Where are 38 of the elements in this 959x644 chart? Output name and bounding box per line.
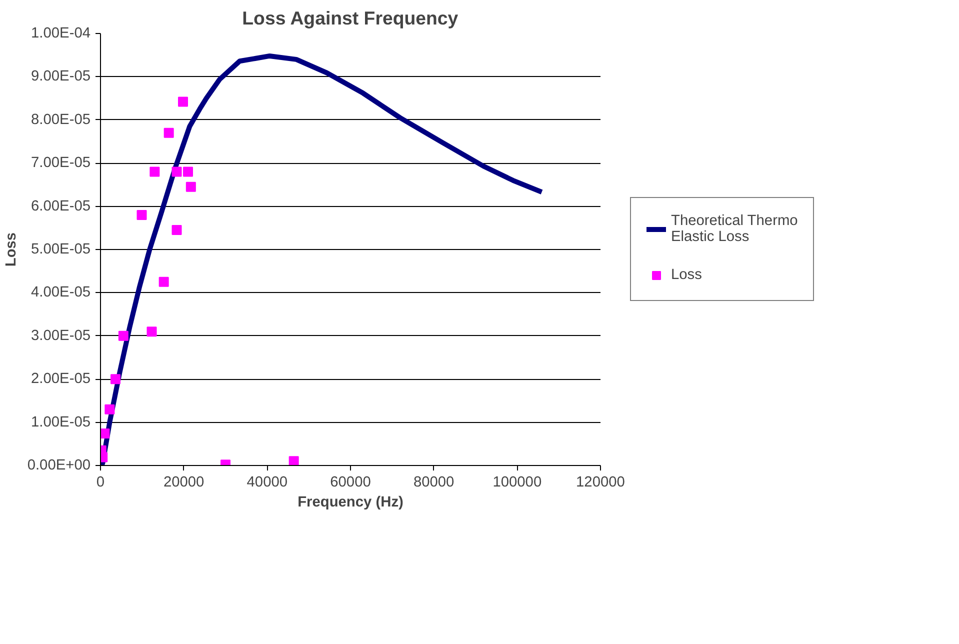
point: [100, 428, 110, 439]
legend-label: Theoretical Thermo Elastic Loss: [671, 213, 798, 245]
y-tick-label: 8.00E-05: [31, 112, 90, 128]
y-tick-label: 4.00E-05: [31, 284, 90, 301]
legend-label: Loss: [671, 267, 702, 283]
point: [158, 276, 169, 287]
x-tick-label: 120000: [576, 474, 625, 490]
point: [110, 374, 120, 384]
point: [150, 166, 160, 177]
x-tick-label: 100000: [492, 474, 542, 490]
x-tick-label: 60000: [330, 474, 371, 490]
point: [164, 128, 174, 138]
y-tick-label: 9.00E-05: [31, 68, 90, 85]
point: [178, 96, 188, 107]
point: [186, 182, 196, 192]
x-axis-title: Frequency (Hz): [298, 494, 404, 510]
point: [118, 330, 128, 341]
x-tick-label: 0: [96, 474, 105, 490]
point: [146, 326, 157, 337]
x-tick-label: 80000: [413, 474, 454, 490]
y-tick-label: 1.00E-04: [31, 26, 90, 42]
x-tick-label: 40000: [246, 474, 288, 490]
point: [172, 166, 182, 177]
x-tick-label: 20000: [163, 474, 204, 490]
y-tick-label: 6.00E-05: [31, 198, 90, 214]
y-tick-label: 0.00E+00: [27, 458, 91, 474]
y-tick-label: 7.00E-05: [31, 155, 90, 172]
y-tick-label: 5.00E-05: [31, 242, 90, 258]
y-tick-label: 2.00E-05: [31, 371, 90, 388]
point: [172, 225, 182, 236]
y-axis-title: Loss: [3, 232, 20, 267]
y-tick-label: 3.00E-05: [31, 328, 90, 344]
point: [288, 456, 299, 466]
chart-title: Loss Against Frequency: [242, 8, 459, 28]
point: [183, 166, 193, 177]
point: [136, 210, 147, 220]
point: [104, 404, 115, 414]
y-tick-label: 1.00E-05: [31, 414, 90, 430]
